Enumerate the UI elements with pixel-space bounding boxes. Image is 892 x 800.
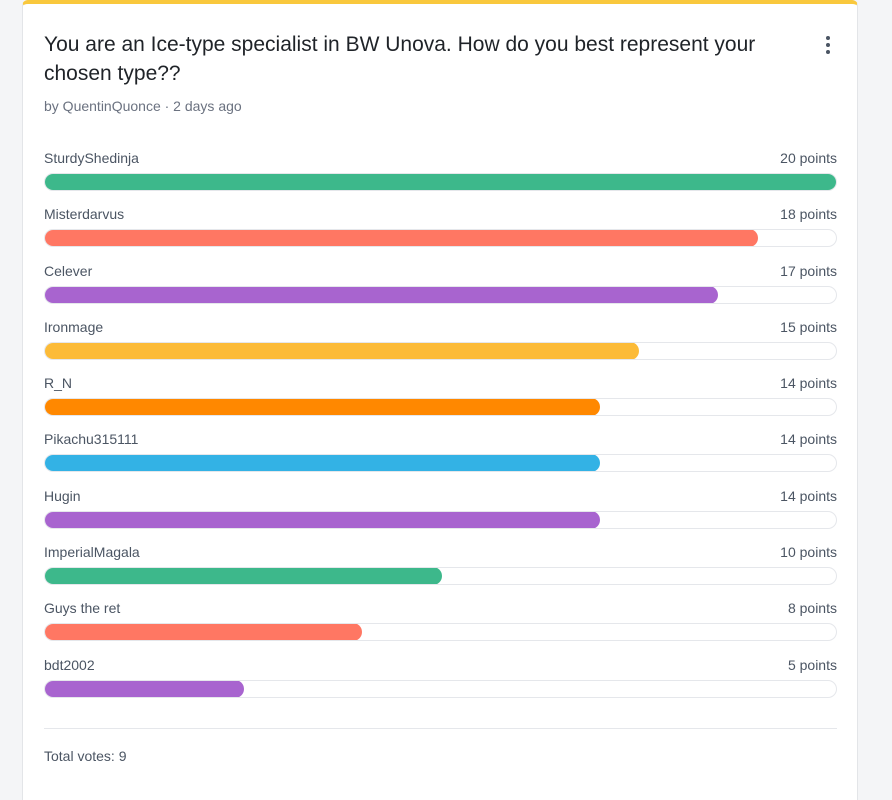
- option-points: 15 points: [780, 318, 837, 335]
- progress-track: [44, 398, 837, 417]
- progress-fill: [45, 680, 244, 697]
- option-points: 20 points: [780, 150, 837, 166]
- poll-option: SturdyShedinja 20 points: [44, 147, 837, 203]
- progress-track: [44, 229, 837, 248]
- poll-meta: by QuentinQuonce · 2 days ago: [44, 98, 242, 114]
- menu-dot: [826, 50, 830, 54]
- option-points: 10 points: [780, 544, 837, 561]
- option-label: SturdyShedinja: [44, 150, 139, 166]
- progress-fill: [45, 511, 600, 528]
- poll-option: bdt2002 5 points: [44, 654, 837, 710]
- more-options-icon[interactable]: [821, 34, 835, 56]
- poll-title: You are an Ice-type specialist in BW Uno…: [44, 33, 756, 85]
- option-label: bdt2002: [44, 656, 95, 673]
- option-points: 18 points: [780, 206, 837, 223]
- progress-fill: [45, 399, 600, 416]
- progress-track: [44, 567, 837, 586]
- progress-track: [44, 173, 837, 191]
- poll-options: SturdyShedinja 20 points Misterdarvus 18 po…: [44, 147, 837, 710]
- progress-track: [44, 341, 837, 360]
- option-label: Hugin: [44, 487, 81, 504]
- progress-fill: [45, 286, 719, 303]
- poll-option: ImperialMagala 10 points: [44, 541, 837, 597]
- progress-fill: [45, 230, 758, 247]
- progress-track: [44, 679, 837, 698]
- poll-option: Celever 17 points: [44, 260, 837, 316]
- option-label: ImperialMagala: [44, 544, 140, 561]
- option-label: Guys the ret: [44, 600, 121, 617]
- option-points: 8 points: [787, 600, 837, 617]
- divider: [44, 728, 837, 729]
- option-label: Celever: [44, 262, 93, 279]
- option-label: R_N: [44, 375, 73, 392]
- poll-option: Hugin 14 points: [44, 485, 837, 541]
- option-points: 5 points: [787, 656, 837, 673]
- option-label: Ironmage: [44, 318, 104, 335]
- menu-dot: [826, 36, 830, 40]
- option-label: Pikachu315111: [44, 431, 139, 448]
- poll-option: Guys the ret 8 points: [44, 597, 837, 653]
- total-votes: Total votes: 9: [44, 748, 127, 764]
- option-points: 14 points: [780, 487, 837, 504]
- progress-track: [44, 510, 837, 529]
- progress-fill: [45, 342, 640, 359]
- progress-fill: [45, 624, 363, 641]
- progress-track: [44, 285, 837, 304]
- poll-card: You are an Ice-type specialist in BW Uno…: [22, 0, 858, 800]
- option-points: 14 points: [780, 375, 837, 392]
- progress-track: [44, 454, 837, 473]
- progress-fill: [45, 568, 442, 585]
- menu-dot: [826, 43, 830, 47]
- poll-header: You are an Ice-type specialist in BW Uno…: [44, 30, 804, 114]
- option-points: 17 points: [780, 262, 837, 279]
- option-points: 14 points: [780, 431, 837, 448]
- option-label: Misterdarvus: [44, 206, 125, 223]
- poll-option: Ironmage 15 points: [44, 316, 837, 372]
- poll-option: Pikachu315111 14 points: [44, 428, 837, 484]
- poll-option: Misterdarvus 18 points: [44, 203, 837, 259]
- poll-option: R_N 14 points: [44, 372, 837, 428]
- progress-fill: [45, 174, 836, 190]
- progress-track: [44, 623, 837, 642]
- progress-fill: [45, 455, 600, 472]
